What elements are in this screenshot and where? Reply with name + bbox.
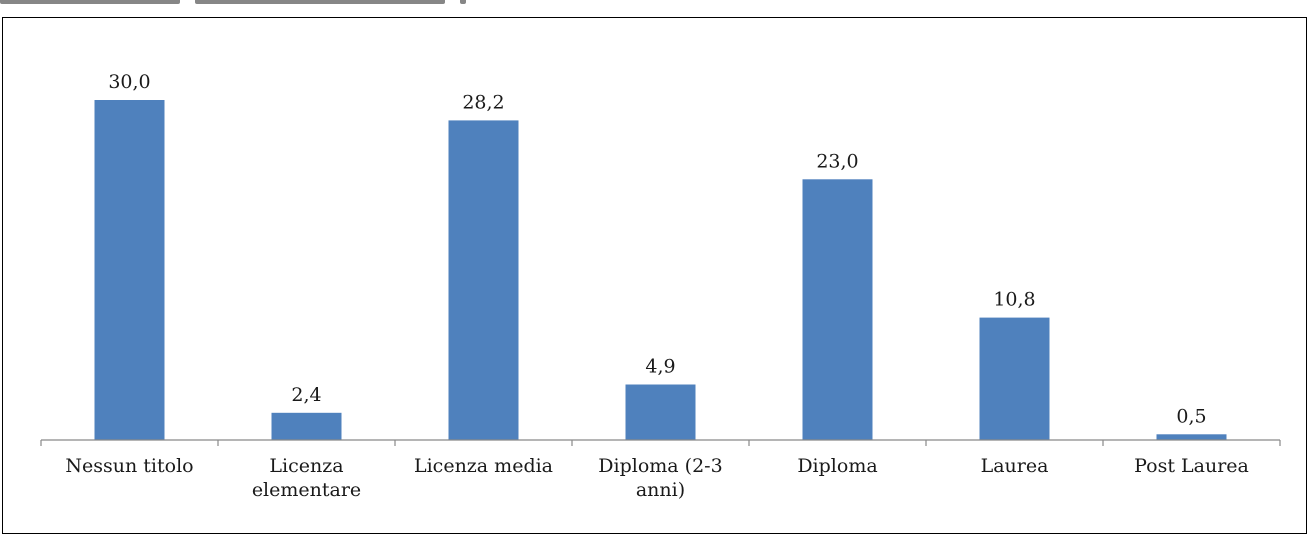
category-label-5: Laurea — [981, 455, 1049, 477]
bar-4 — [802, 179, 873, 441]
bar-2 — [448, 120, 519, 441]
data-label-5: 10,8 — [993, 289, 1035, 311]
bar-6 — [1156, 434, 1227, 440]
data-label-4: 23,0 — [816, 150, 858, 172]
data-label-1: 2,4 — [291, 384, 321, 406]
bar-chart: 30,0 2,4 28,2 4,9 23,0 10,8 0,5 Nessun titolo Li… — [40, 71, 1281, 501]
data-label-2: 28,2 — [462, 91, 504, 113]
bar-1 — [271, 412, 342, 440]
category-label-3: Diploma (2-3 anni) — [598, 455, 722, 501]
bar-0 — [94, 100, 165, 440]
data-label-0: 30,0 — [108, 71, 150, 93]
category-label-2: Licenza media — [414, 455, 553, 477]
category-label-4: Diploma — [797, 455, 877, 477]
data-label-6: 0,5 — [1176, 405, 1206, 427]
bar-5 — [979, 317, 1050, 440]
category-label-1: Licenza elementare — [252, 455, 361, 501]
data-label-3: 4,9 — [645, 356, 675, 378]
bar-3 — [625, 384, 696, 440]
category-label-0: Nessun titolo — [65, 455, 193, 477]
figure-caption-cropped — [0, 0, 1311, 14]
category-label-6: Post Laurea — [1134, 455, 1249, 477]
chart-frame: 30,0 2,4 28,2 4,9 23,0 10,8 0,5 Nessun titolo Li… — [2, 17, 1307, 534]
